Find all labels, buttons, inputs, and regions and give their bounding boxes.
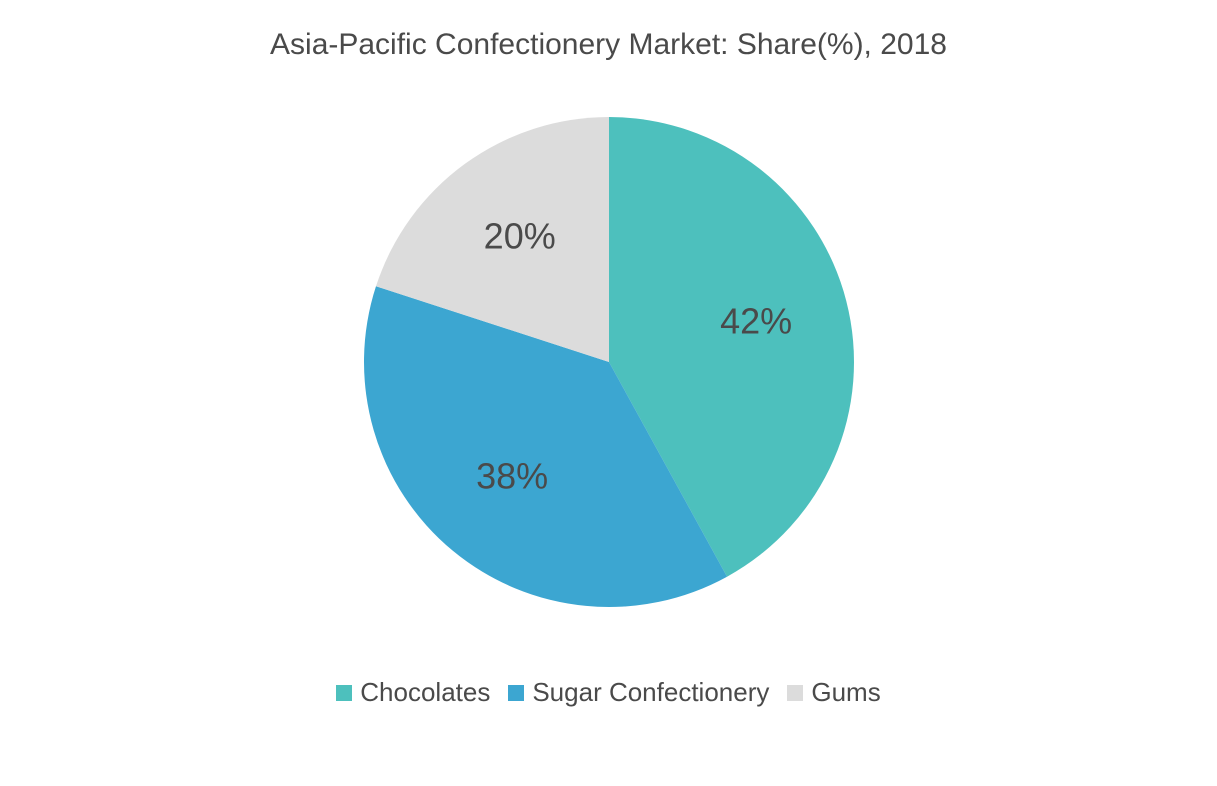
legend-swatch-sugar bbox=[508, 685, 524, 701]
pie-slice-label-sugar-confectionery: 38% bbox=[476, 456, 548, 497]
pie-slice-label-gums: 20% bbox=[483, 216, 555, 257]
legend-item-chocolates: Chocolates bbox=[336, 677, 490, 708]
legend-swatch-chocolates bbox=[336, 685, 352, 701]
legend: Chocolates Sugar Confectionery Gums bbox=[336, 677, 880, 708]
chart-title: Asia-Pacific Confectionery Market: Share… bbox=[270, 28, 947, 62]
legend-swatch-gums bbox=[787, 685, 803, 701]
pie-slice-label-chocolates: 42% bbox=[720, 301, 792, 342]
legend-item-sugar: Sugar Confectionery bbox=[508, 677, 769, 708]
pie-chart: 42% 38% 20% bbox=[329, 102, 889, 627]
legend-label-sugar: Sugar Confectionery bbox=[532, 677, 769, 708]
legend-label-gums: Gums bbox=[811, 677, 880, 708]
legend-item-gums: Gums bbox=[787, 677, 880, 708]
legend-label-chocolates: Chocolates bbox=[360, 677, 490, 708]
